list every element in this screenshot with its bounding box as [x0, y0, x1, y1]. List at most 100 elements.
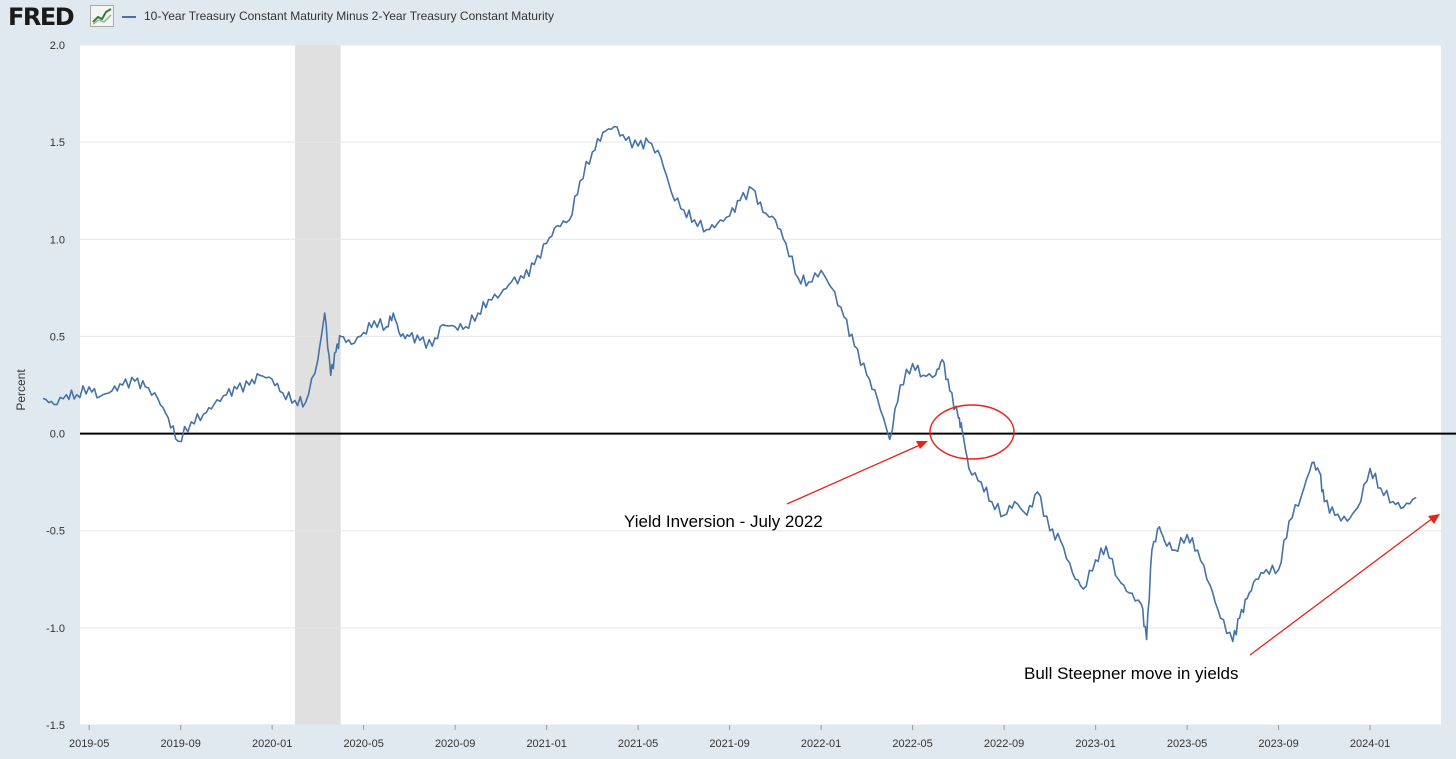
x-tick-label: 2023-01	[1075, 738, 1115, 750]
data-point	[1323, 500, 1325, 503]
data-point	[340, 335, 342, 338]
steepener-arrowhead	[1428, 514, 1440, 524]
data-point	[670, 192, 673, 194]
data-point	[683, 209, 685, 211]
data-point	[225, 394, 227, 396]
x-tick-label: 2020-09	[435, 738, 475, 750]
data-point	[843, 316, 845, 318]
data-point	[523, 277, 525, 279]
data-point	[1288, 520, 1290, 522]
data-point	[324, 312, 326, 314]
data-point	[330, 374, 332, 376]
data-point	[866, 374, 868, 376]
data-point	[957, 417, 959, 419]
inversion-arrow	[786, 444, 921, 505]
data-point	[177, 440, 179, 442]
data-point	[1369, 467, 1371, 470]
data-point	[1415, 497, 1417, 499]
data-point	[808, 281, 810, 283]
x-tick-label: 2020-05	[343, 738, 383, 750]
x-tick-label: 2023-09	[1258, 738, 1298, 750]
data-point	[294, 399, 296, 402]
inversion-circle	[929, 404, 1015, 460]
chart-header: FRED 10-Year Treasury Constant Maturity …	[0, 0, 1456, 36]
data-point	[190, 421, 192, 423]
data-point	[350, 343, 352, 345]
x-tick-label: 2024-01	[1350, 738, 1390, 750]
data-point	[729, 215, 731, 217]
data-point	[1334, 514, 1336, 516]
data-point	[1392, 500, 1394, 503]
data-point	[335, 351, 337, 353]
data-point	[922, 374, 924, 376]
data-point	[751, 188, 754, 190]
data-point	[213, 403, 215, 406]
data-point	[1026, 514, 1028, 516]
data-point	[1239, 617, 1241, 619]
data-point	[317, 359, 319, 361]
x-tick-label: 2022-01	[801, 738, 841, 750]
data-point	[693, 219, 696, 221]
data-point	[400, 335, 402, 338]
data-point	[774, 219, 776, 221]
data-point	[1128, 592, 1130, 594]
data-point	[392, 312, 394, 314]
y-tick-label: 1.5	[50, 137, 65, 149]
x-tick-label: 2022-09	[984, 738, 1024, 750]
data-point	[385, 326, 388, 328]
data-point	[1049, 530, 1051, 532]
data-point	[1255, 578, 1257, 580]
data-point	[304, 401, 307, 404]
recession-band	[295, 45, 341, 725]
data-point	[579, 180, 581, 182]
y-tick-label: 1.0	[50, 234, 65, 246]
x-tick-label: 2021-01	[526, 738, 566, 750]
legend-label[interactable]: 10-Year Treasury Constant Maturity Minus…	[144, 9, 554, 23]
data-point	[613, 126, 615, 128]
data-point	[991, 500, 993, 503]
data-point	[111, 390, 113, 392]
data-point	[53, 403, 55, 406]
data-point	[1140, 603, 1142, 606]
y-tick-label: -1.0	[46, 623, 65, 635]
fred-logo[interactable]: FRED	[8, 3, 75, 31]
data-point	[899, 384, 901, 386]
data-point	[373, 320, 375, 322]
data-point	[1300, 495, 1303, 497]
data-point	[716, 223, 718, 225]
data-point	[1186, 534, 1188, 536]
data-point	[1357, 506, 1359, 508]
data-point	[1277, 568, 1280, 571]
data-point	[465, 326, 467, 328]
y-tick-label: 2.0	[50, 40, 65, 52]
data-point	[202, 413, 205, 415]
y-tick-label: -1.5	[46, 720, 65, 732]
data-point	[1197, 549, 1199, 551]
data-point	[157, 398, 159, 400]
data-point	[99, 396, 101, 398]
data-point	[1311, 462, 1313, 464]
data-point	[1151, 549, 1153, 551]
x-tick-label: 2023-05	[1167, 738, 1207, 750]
data-point	[408, 335, 410, 338]
data-point	[42, 398, 45, 400]
data-point	[591, 151, 593, 153]
data-point	[88, 386, 90, 388]
steepener-arrow	[1249, 517, 1434, 656]
data-point	[533, 263, 535, 266]
data-point	[660, 157, 662, 159]
data-point	[76, 394, 78, 396]
data-point	[546, 242, 548, 244]
data-point	[167, 417, 169, 419]
data-point	[980, 481, 982, 483]
data-point	[831, 287, 833, 289]
data-point	[949, 390, 951, 392]
data-point	[637, 145, 639, 147]
y-tick-label: 0.5	[50, 331, 65, 343]
y-axis-label: Percent	[14, 369, 28, 411]
data-point	[876, 398, 878, 400]
series-line[interactable]	[43, 125, 1417, 643]
data-point	[889, 438, 891, 440]
data-point	[1346, 520, 1348, 522]
